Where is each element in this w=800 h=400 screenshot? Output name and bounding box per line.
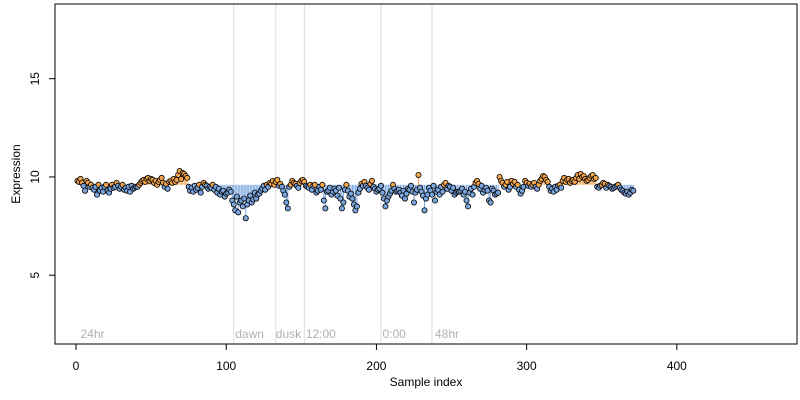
data-point xyxy=(349,195,356,202)
annotation-label: 12:00 xyxy=(306,327,336,341)
data-point xyxy=(432,197,439,204)
annotation-label: dusk xyxy=(276,327,302,341)
x-tick-label: 300 xyxy=(517,359,537,373)
data-point xyxy=(281,191,288,198)
data-point xyxy=(335,184,342,191)
data-point xyxy=(343,181,350,188)
data-point xyxy=(94,191,101,198)
annotation-label: 24hr xyxy=(81,327,105,341)
data-point xyxy=(463,197,470,204)
data-point xyxy=(415,171,422,178)
data-point xyxy=(284,205,291,212)
data-point xyxy=(337,195,344,202)
data-point xyxy=(178,175,185,182)
annotation-label: 48hr xyxy=(435,327,459,341)
data-point xyxy=(242,215,249,222)
x-axis: 0 100 200 300 400 xyxy=(73,344,687,373)
data-point xyxy=(230,201,237,208)
data-point xyxy=(274,176,281,183)
data-point xyxy=(247,192,254,199)
data-point xyxy=(401,195,408,202)
data-point xyxy=(295,184,302,191)
data-point xyxy=(410,199,417,206)
x-tick-label: 400 xyxy=(667,359,687,373)
data-point xyxy=(365,186,372,193)
data-point xyxy=(487,199,494,206)
data-point xyxy=(338,205,345,212)
plot-frame xyxy=(54,3,798,345)
data-point xyxy=(430,182,437,189)
data-point xyxy=(429,191,436,198)
data-point xyxy=(235,209,242,216)
data-point xyxy=(197,189,204,196)
data-point xyxy=(227,188,234,195)
x-tick-label: 100 xyxy=(216,359,236,373)
data-point xyxy=(379,189,386,196)
data-point xyxy=(319,181,326,188)
data-point xyxy=(592,174,599,181)
data-point xyxy=(469,191,476,198)
y-tick-label: 15 xyxy=(28,72,42,86)
x-tick-label: 0 xyxy=(73,359,80,373)
y-tick-label: 10 xyxy=(28,170,42,184)
annotation-label: dawn xyxy=(235,327,264,341)
data-point xyxy=(347,190,354,197)
data-point xyxy=(317,186,324,193)
data-point xyxy=(377,182,384,189)
vertical-markers xyxy=(233,4,433,344)
data-point xyxy=(103,181,110,188)
data-point xyxy=(421,207,428,214)
data-point xyxy=(450,184,457,191)
data-point xyxy=(322,205,329,212)
data-point xyxy=(382,203,389,210)
data-point xyxy=(164,185,171,192)
data-point xyxy=(407,182,414,189)
annotations: 24hr dawn dusk 12:00 0:00 48hr xyxy=(81,327,460,341)
y-axis: 5 10 15 xyxy=(28,72,55,279)
data-point xyxy=(340,199,347,206)
data-point xyxy=(368,177,375,184)
data-point xyxy=(630,187,637,194)
data-point xyxy=(158,174,165,181)
x-axis-title: Sample index xyxy=(390,375,463,389)
data-point xyxy=(233,193,240,200)
data-points xyxy=(74,168,637,222)
data-point xyxy=(82,187,89,194)
x-tick-label: 200 xyxy=(366,359,386,373)
data-point xyxy=(495,189,502,196)
data-point xyxy=(558,184,565,191)
y-tick-label: 5 xyxy=(28,272,42,279)
data-point xyxy=(184,174,191,181)
data-point xyxy=(544,178,551,185)
data-point xyxy=(439,188,446,195)
data-point xyxy=(514,181,521,188)
y-axis-title: Expression xyxy=(9,144,23,203)
data-point xyxy=(353,203,360,210)
annotation-label: 0:00 xyxy=(382,327,406,341)
data-point xyxy=(465,203,472,210)
data-point xyxy=(320,197,327,204)
data-point xyxy=(283,199,290,206)
